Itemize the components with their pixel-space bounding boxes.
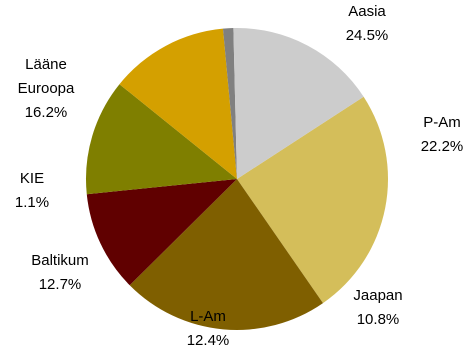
pie-value-label: 22.2%: [421, 138, 464, 155]
pie-category-label: Baltikum: [31, 252, 89, 269]
pie-slice-l-am: [85, 84, 237, 195]
pie-slice-laane-euroopa: [233, 27, 364, 179]
pie-label-kie: KIE 1.1%: [15, 170, 49, 211]
pie-slices: [85, 27, 389, 331]
pie-value-label: 12.4%: [187, 332, 230, 349]
pie-slice-p-am: [129, 179, 323, 331]
pie-label-p-am: P-Am 22.2%: [421, 114, 464, 155]
pie-slice-baltikum: [119, 28, 237, 179]
pie-value-label: 16.2%: [25, 104, 68, 121]
pie-value-label: 24.5%: [346, 27, 389, 44]
pie-category-label: Aasia: [348, 3, 386, 20]
pie-category-label: Jaapan: [353, 287, 402, 304]
pie-label-aasia: Aasia 24.5%: [346, 3, 389, 44]
pie-label-l-am: L-Am 12.4%: [187, 308, 230, 349]
pie-label-laane-euroopa: Lääne Euroopa 16.2%: [18, 56, 75, 121]
pie-value-label: 1.1%: [15, 194, 49, 211]
pie-slice-aasia: [237, 96, 389, 304]
pie-label-jaapan: Jaapan 10.8%: [353, 287, 402, 328]
pie-value-label: 10.8%: [357, 311, 400, 328]
pie-category-label: Euroopa: [18, 80, 75, 97]
pie-category-label: L-Am: [190, 308, 226, 325]
pie-category-label: Lääne: [25, 56, 67, 73]
pie-labels: Aasia 24.5% P-Am 22.2% Jaapan 10.8% L-Am 12.4% B…: [15, 3, 463, 349]
pie-slice-jaapan: [86, 179, 238, 286]
pie-slice-kie: [222, 28, 237, 179]
pie-label-baltikum: Baltikum 12.7%: [31, 252, 89, 293]
pie-value-label: 12.7%: [39, 276, 82, 293]
pie-category-label: KIE: [20, 170, 44, 187]
pie-category-label: P-Am: [423, 114, 461, 131]
